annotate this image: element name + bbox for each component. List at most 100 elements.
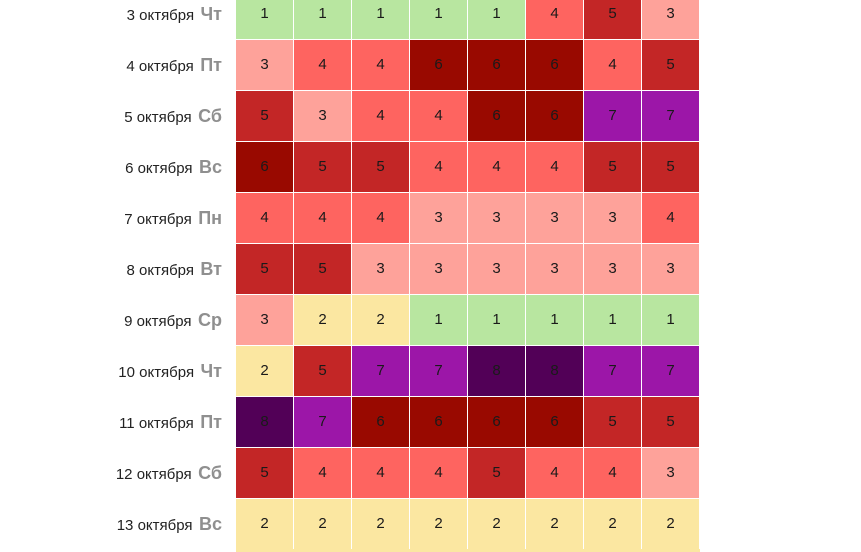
weekday-text: Пт <box>200 412 222 432</box>
rating-cell: 8 <box>526 346 584 397</box>
day-label: 7 октября Пн <box>0 193 222 243</box>
rating-cell: 6 <box>352 397 410 448</box>
day-label: 9 октября Ср <box>0 295 222 345</box>
rating-cell: 8 <box>468 346 526 397</box>
rating-cell: 6 <box>468 397 526 448</box>
rating-cell: 1 <box>526 295 584 346</box>
rating-cell: 4 <box>352 193 410 244</box>
rating-cell: 5 <box>236 448 294 499</box>
weekday-text: Пн <box>198 208 222 228</box>
date-text: 10 октября <box>118 364 195 381</box>
rating-cell: 4 <box>642 193 699 244</box>
rating-cell: 1 <box>352 0 410 40</box>
rating-cell: 3 <box>236 40 294 91</box>
rating-cell: 3 <box>642 244 699 295</box>
rating-cell: 4 <box>352 40 410 91</box>
weekday-text: Чт <box>200 4 222 24</box>
date-text: 11 октября <box>119 415 194 432</box>
rating-cell: 6 <box>410 40 468 91</box>
next-row-partial <box>236 549 700 552</box>
rating-cell: 4 <box>410 91 468 142</box>
rating-cell: 5 <box>642 142 699 193</box>
rating-cell: 6 <box>468 91 526 142</box>
rating-cell: 5 <box>642 40 699 91</box>
weekday-text: Сб <box>198 463 222 483</box>
rating-cell: 3 <box>526 244 584 295</box>
rating-cell: 1 <box>584 295 642 346</box>
rating-cell: 5 <box>236 91 294 142</box>
rating-cell: 5 <box>294 244 352 295</box>
date-text: 3 октября <box>126 7 195 24</box>
rating-cell: 5 <box>584 142 642 193</box>
day-label: 12 октября Сб <box>0 448 222 498</box>
rating-cell: 1 <box>236 0 294 40</box>
rating-cell: 6 <box>236 142 294 193</box>
rating-cell: 5 <box>642 397 699 448</box>
date-text: 12 октября <box>115 466 192 483</box>
rating-cell: 5 <box>468 448 526 499</box>
day-label: 13 октября Вс <box>0 499 222 549</box>
date-text: 6 октября <box>125 160 193 177</box>
rating-cell: 2 <box>584 499 642 550</box>
weekday-text: Сб <box>198 106 222 126</box>
day-label: 5 октября Сб <box>0 91 222 141</box>
day-label: 11 октября Пт <box>0 397 222 447</box>
rating-cell: 3 <box>526 193 584 244</box>
weekday-text: Вс <box>198 157 222 177</box>
day-label: 6 октября Вс <box>0 142 222 192</box>
rating-cell: 6 <box>410 397 468 448</box>
rating-cell: 6 <box>468 40 526 91</box>
day-label: 4 октября Пт <box>0 40 222 90</box>
rating-cell: 3 <box>236 295 294 346</box>
rating-cell: 5 <box>584 397 642 448</box>
weekday-text: Пт <box>200 55 222 75</box>
rating-cell: 5 <box>236 244 294 295</box>
weekday-text: Чт <box>200 361 222 381</box>
rating-cell: 3 <box>410 193 468 244</box>
rating-cell: 5 <box>294 142 352 193</box>
rating-cell: 4 <box>584 40 642 91</box>
rating-cell: 3 <box>468 244 526 295</box>
rating-cell: 1 <box>410 0 468 40</box>
rating-cell: 4 <box>236 193 294 244</box>
rating-cell: 4 <box>294 448 352 499</box>
rating-cell: 3 <box>642 448 699 499</box>
rating-cell: 1 <box>642 295 699 346</box>
rating-cell: 7 <box>642 346 699 397</box>
rating-cell: 3 <box>642 0 699 40</box>
rating-cell: 7 <box>294 397 352 448</box>
rating-cell: 3 <box>584 244 642 295</box>
rating-cell: 2 <box>642 499 699 550</box>
rating-cell: 6 <box>526 40 584 91</box>
rating-cell: 2 <box>236 346 294 397</box>
rating-cell: 2 <box>294 295 352 346</box>
rating-cell: 1 <box>468 0 526 40</box>
day-label: 3 октября Чт <box>0 0 222 39</box>
rating-cell: 4 <box>352 448 410 499</box>
rating-cell: 4 <box>410 448 468 499</box>
date-text: 5 октября <box>124 109 192 126</box>
rating-cell: 7 <box>584 91 642 142</box>
day-label: 8 октября Вт <box>0 244 223 294</box>
weekday-text: Вт <box>200 259 222 279</box>
rating-cell: 2 <box>468 499 526 550</box>
date-text: 4 октября <box>126 58 194 75</box>
rating-cell: 4 <box>352 91 410 142</box>
weekday-text: Ср <box>198 310 222 330</box>
rating-cell: 1 <box>294 0 352 40</box>
rating-cell: 2 <box>526 499 584 550</box>
rating-cell: 3 <box>410 244 468 295</box>
rating-cell: 3 <box>294 91 352 142</box>
rating-cell: 3 <box>584 193 642 244</box>
rating-cell: 7 <box>584 346 642 397</box>
rating-cell: 4 <box>294 193 352 244</box>
